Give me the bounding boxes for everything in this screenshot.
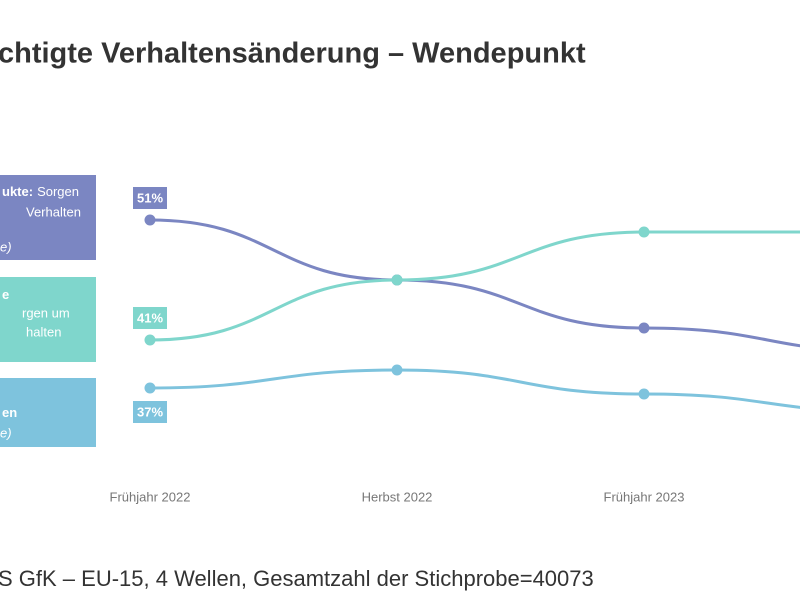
value-label-box [133, 187, 167, 209]
point [638, 388, 650, 400]
legend-line: halten [26, 324, 61, 339]
point [638, 322, 650, 334]
point [391, 274, 403, 286]
chart-title: chtigte Verhaltensänderung – Wendepunkt [0, 38, 586, 70]
value-label: 51% [137, 190, 163, 205]
value-label-box [133, 401, 167, 423]
legend-text: ukte: Sorgen [2, 184, 79, 199]
footnote: S GfK – EU-15, 4 Wellen, Gesamtzahl der … [0, 566, 594, 591]
point [144, 382, 156, 394]
legend-name: ukte: [2, 184, 33, 199]
value-label: 41% [137, 310, 163, 325]
x-tick-label: Frühjahr 2023 [604, 489, 685, 504]
x-tick-label: Frühjahr 2022 [110, 489, 191, 504]
point [144, 334, 156, 346]
value-label-box [133, 307, 167, 329]
legend-name: en [2, 405, 17, 420]
point [391, 364, 403, 376]
point [638, 226, 650, 238]
legend-line: Verhalten [26, 204, 81, 219]
series-line [149, 368, 800, 409]
legend-text: en [2, 405, 17, 420]
legend-line: rgen um [22, 305, 70, 320]
legend-line: e) [0, 425, 12, 440]
legend-box [0, 277, 96, 362]
legend-name: e [2, 287, 9, 302]
x-tick-label: Herbst 2022 [362, 489, 433, 504]
legend-box [0, 378, 96, 447]
series-line [149, 218, 800, 348]
series-line [149, 230, 800, 342]
legend-text: e [2, 287, 9, 302]
legend-box [0, 175, 96, 260]
value-label: 37% [137, 404, 163, 419]
legend-line: e) [0, 239, 12, 254]
legend-line: Sorgen [37, 184, 79, 199]
point [144, 214, 156, 226]
